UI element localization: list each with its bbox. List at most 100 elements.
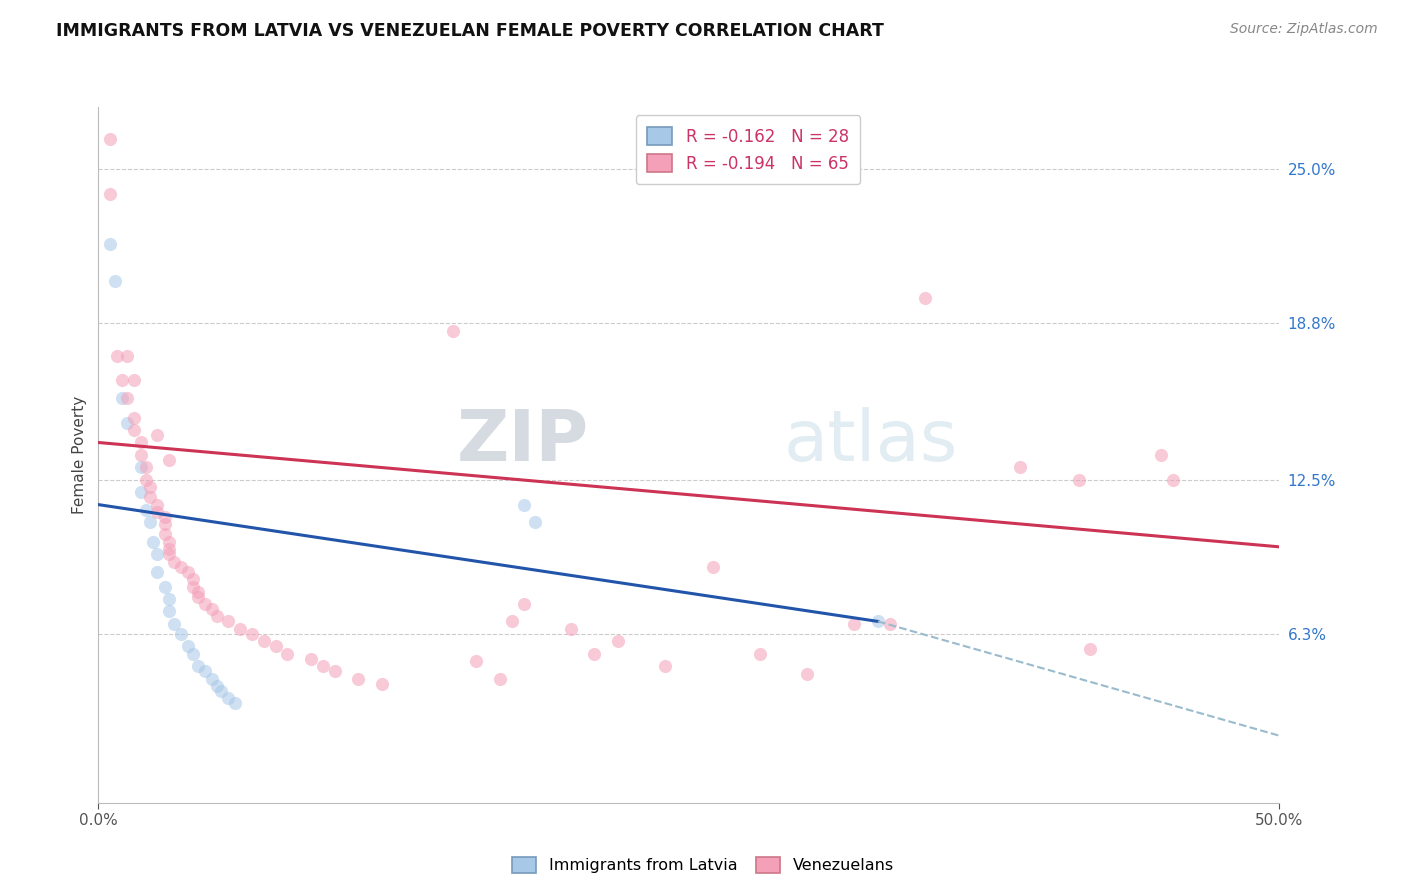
Point — [157, 542, 180, 557]
Point — [583, 647, 606, 661]
Point — [1008, 460, 1031, 475]
Point — [98, 187, 121, 202]
Point — [163, 555, 186, 569]
Point — [139, 480, 162, 494]
Point — [157, 547, 180, 561]
Point — [146, 547, 169, 561]
Point — [1067, 473, 1090, 487]
Point — [1150, 448, 1173, 462]
Text: IMMIGRANTS FROM LATVIA VS VENEZUELAN FEMALE POVERTY CORRELATION CHART: IMMIGRANTS FROM LATVIA VS VENEZUELAN FEM… — [56, 22, 884, 40]
Point — [866, 615, 889, 629]
Point — [157, 453, 180, 467]
Point — [879, 616, 901, 631]
Point — [1080, 641, 1102, 656]
Point — [224, 697, 246, 711]
Point — [276, 647, 298, 661]
Point — [135, 460, 157, 475]
Point — [702, 559, 724, 574]
Point — [98, 132, 121, 146]
Point — [229, 622, 252, 636]
Point — [111, 391, 134, 405]
Y-axis label: Female Poverty: Female Poverty — [72, 396, 87, 514]
Point — [111, 373, 134, 387]
Point — [187, 584, 209, 599]
Point — [153, 527, 176, 541]
Point — [748, 647, 770, 661]
Point — [122, 410, 145, 425]
Point — [181, 580, 204, 594]
Point — [98, 236, 121, 251]
Point — [201, 672, 224, 686]
Point — [187, 590, 209, 604]
Point — [139, 515, 162, 529]
Point — [122, 373, 145, 387]
Point — [157, 534, 180, 549]
Point — [217, 691, 239, 706]
Point — [153, 517, 176, 532]
Point — [146, 498, 169, 512]
Point — [371, 676, 394, 690]
Point — [194, 664, 217, 678]
Point — [501, 615, 523, 629]
Point — [135, 473, 157, 487]
Point — [796, 666, 818, 681]
Text: atlas: atlas — [783, 407, 957, 475]
Text: ZIP: ZIP — [457, 407, 589, 475]
Text: Source: ZipAtlas.com: Source: ZipAtlas.com — [1230, 22, 1378, 37]
Point — [560, 622, 582, 636]
Point — [146, 565, 169, 579]
Point — [512, 597, 534, 611]
Point — [205, 609, 228, 624]
Point — [153, 510, 176, 524]
Point — [181, 572, 204, 586]
Point — [347, 672, 370, 686]
Point — [129, 485, 152, 500]
Point — [170, 627, 193, 641]
Point — [323, 664, 346, 678]
Point — [194, 597, 217, 611]
Point — [312, 659, 335, 673]
Point — [146, 428, 169, 442]
Point — [181, 647, 204, 661]
Point — [844, 616, 866, 631]
Legend: Immigrants from Latvia, Venezuelans: Immigrants from Latvia, Venezuelans — [505, 850, 901, 880]
Point — [153, 580, 176, 594]
Point — [105, 349, 128, 363]
Point — [512, 498, 534, 512]
Point — [489, 672, 512, 686]
Point — [129, 435, 152, 450]
Point — [187, 659, 209, 673]
Point — [157, 592, 180, 607]
Point — [122, 423, 145, 437]
Point — [240, 627, 263, 641]
Point — [177, 565, 200, 579]
Point — [139, 490, 162, 504]
Point — [299, 651, 322, 665]
Point — [201, 602, 224, 616]
Point — [104, 274, 127, 288]
Point — [209, 684, 232, 698]
Point — [607, 634, 630, 648]
Point — [441, 324, 464, 338]
Point — [146, 505, 169, 519]
Point — [205, 679, 228, 693]
Point — [170, 559, 193, 574]
Point — [115, 391, 138, 405]
Point — [654, 659, 676, 673]
Legend: R = -0.162   N = 28, R = -0.194   N = 65: R = -0.162 N = 28, R = -0.194 N = 65 — [636, 115, 860, 185]
Point — [253, 634, 276, 648]
Point — [264, 639, 287, 653]
Point — [129, 448, 152, 462]
Point — [465, 654, 488, 668]
Point — [1161, 473, 1184, 487]
Point — [177, 639, 200, 653]
Point — [142, 534, 165, 549]
Point — [524, 515, 547, 529]
Point — [157, 605, 180, 619]
Point — [163, 616, 186, 631]
Point — [135, 502, 157, 516]
Point — [914, 291, 936, 305]
Point — [115, 416, 138, 430]
Point — [115, 349, 138, 363]
Point — [217, 615, 239, 629]
